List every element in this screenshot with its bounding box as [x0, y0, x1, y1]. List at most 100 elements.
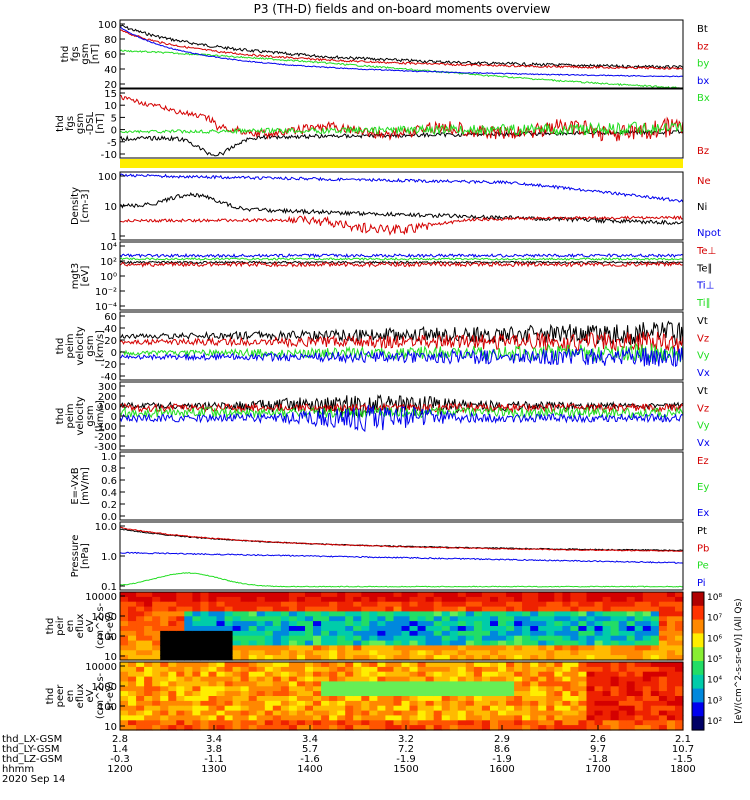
spectrogram-cell [425, 635, 435, 642]
spectrogram-cell [449, 635, 459, 642]
spectrogram-cell [449, 611, 459, 617]
legend-pe: Pe [697, 561, 709, 572]
spectrogram-cell [321, 676, 330, 683]
spectrogram-cell [152, 621, 161, 627]
spectrogram-cell [176, 715, 185, 721]
spectrogram-cell [288, 650, 298, 656]
spectrogram-cell [353, 611, 362, 617]
spectrogram-cell [433, 686, 443, 692]
y-axis-label: thd [55, 115, 66, 132]
spectrogram-cell [409, 592, 419, 598]
spectrogram-cell [570, 601, 579, 608]
spectrogram-cell [377, 630, 386, 637]
x-row-label: thd_LY-GSM [2, 744, 59, 755]
spectrogram-cell [176, 640, 185, 647]
spectrogram-cell [417, 676, 427, 683]
spectrogram-cell [522, 626, 531, 632]
spectrogram-cell [650, 645, 660, 651]
spectrogram-cell [441, 700, 451, 707]
spectrogram-cell [136, 606, 145, 613]
spectrogram-cell [200, 645, 209, 651]
spectrogram-cell [626, 691, 636, 697]
spectrogram-cell [264, 616, 274, 622]
spectrogram-cell [514, 640, 523, 647]
spectrogram-cell [192, 596, 201, 603]
spectrogram-cell [586, 700, 596, 707]
spectrogram-cell [594, 676, 604, 683]
spectrogram-cell [594, 671, 604, 678]
spectrogram-cell [361, 666, 370, 673]
spectrogram-cell [409, 621, 419, 627]
spectrogram-cell [506, 635, 515, 642]
spectrogram-cell [240, 650, 250, 656]
spectrogram-cell [530, 650, 539, 656]
spectrogram-cell [248, 705, 258, 712]
spectrogram-cell [538, 725, 547, 731]
spectrogram-cell [240, 671, 250, 678]
spectrogram-cell [208, 621, 218, 627]
spectrogram-cell [224, 691, 234, 697]
spectrogram-cell [240, 606, 250, 613]
spectrogram-cell [449, 630, 459, 637]
spectrogram-cell [530, 710, 539, 717]
colorbar-tick: 10⁷ [707, 614, 722, 624]
spectrogram-cell [626, 635, 636, 642]
spectrogram-cell [473, 640, 483, 647]
spectrogram-cell [490, 621, 499, 627]
spectrogram-cell [329, 696, 338, 702]
spectrogram-cell [369, 705, 378, 712]
spectrogram-cell [232, 700, 242, 707]
spectrogram-cell [642, 666, 652, 673]
spectrogram-cell [449, 655, 459, 661]
spectrogram-cell [369, 681, 378, 687]
spectrogram-cell [160, 645, 169, 651]
spectrogram-cell [280, 596, 290, 603]
spectrogram-cell [393, 630, 403, 637]
spectrogram-cell [208, 710, 218, 717]
spectrogram-cell [160, 626, 169, 632]
spectrogram-cell [634, 650, 644, 656]
spectrogram-cell [272, 666, 282, 673]
spectrogram-cell [522, 635, 531, 642]
spectrogram-cell [602, 650, 612, 656]
spectrogram-cell [562, 666, 571, 673]
y-axis-label: sr-eV) [105, 681, 116, 710]
spectrogram-cell [449, 645, 459, 651]
spectrogram-cell [224, 601, 234, 608]
spectrogram-cell [296, 645, 306, 651]
y-tick-label: -100 [94, 422, 117, 433]
spectrogram-cell [168, 626, 177, 632]
spectrogram-cell [610, 630, 620, 637]
spectrogram-cell [658, 650, 668, 656]
spectrogram-cell [248, 720, 258, 726]
spectrogram-cell [658, 720, 668, 726]
spectrogram-cell [650, 606, 660, 613]
spectrogram-cell [369, 606, 378, 613]
spectrogram-cell [457, 630, 467, 637]
spectrogram-cell [224, 715, 234, 721]
spectrogram-cell [618, 640, 628, 647]
spectrogram-cell [136, 676, 145, 683]
spectrogram-cell [570, 626, 579, 632]
spectrogram-cell [305, 700, 314, 707]
spectrogram-cell [546, 662, 555, 668]
x-row-value: 5.7 [302, 744, 318, 755]
spectrogram-cell [618, 705, 628, 712]
spectrogram-cell [385, 630, 394, 637]
spectrogram-cell [248, 592, 258, 598]
spectrogram-cell [634, 705, 644, 712]
spectrogram-cell [610, 676, 620, 683]
spectrogram-cell [465, 645, 475, 651]
y-axis-label: en [65, 690, 76, 703]
spectrogram-cell [192, 710, 201, 717]
spectrogram-cell [256, 696, 266, 702]
spectrogram-cell [401, 676, 411, 683]
spectrogram-cell [184, 630, 193, 637]
spectrogram-cell [675, 666, 684, 673]
spectrogram-cell [240, 640, 250, 647]
spectrogram-cell [136, 715, 145, 721]
spectrogram-cell [498, 596, 507, 603]
spectrogram-cell [280, 725, 290, 731]
spectrogram-cell [361, 650, 370, 656]
spectrogram-cell [288, 676, 298, 683]
